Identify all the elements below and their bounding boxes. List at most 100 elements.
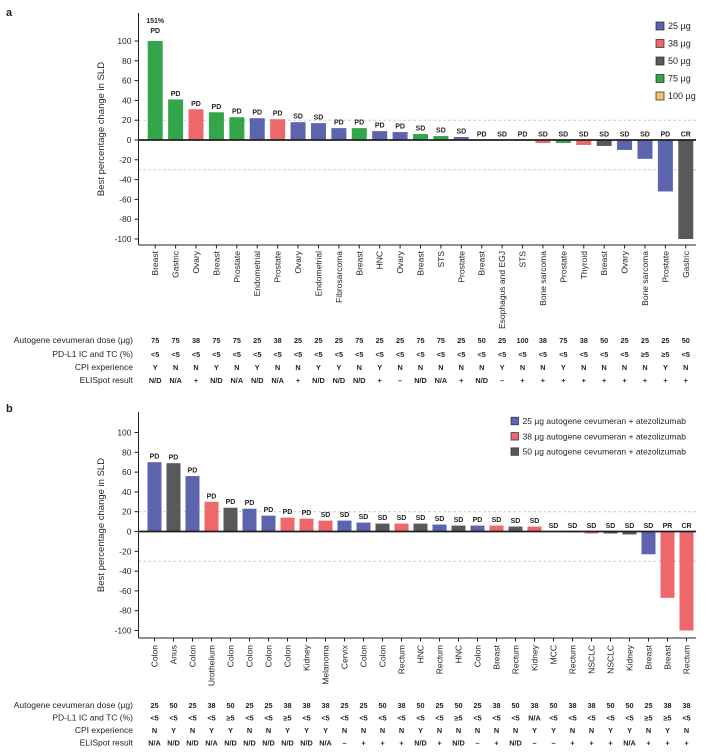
bar-prostate	[555, 140, 571, 143]
response-label: SD	[599, 132, 609, 139]
annotation-cell: <5	[378, 714, 386, 723]
annotation-cell: N	[602, 363, 607, 372]
annotation-cell: <5	[171, 350, 179, 359]
annotation-cell: <5	[580, 350, 588, 359]
x-axis-label: Kidney	[530, 644, 540, 671]
bar-kidney	[299, 518, 314, 532]
x-axis-label: Urothelium	[207, 645, 217, 686]
annotation-cell: Y	[551, 726, 556, 735]
annotation-cell: 50	[606, 701, 614, 710]
annotation-cell: +	[582, 376, 586, 385]
annotation-cell: N/D	[262, 739, 275, 748]
annotation-cell: N/A	[231, 376, 244, 385]
annotation-cell: –	[551, 739, 555, 748]
x-axis-label: Anus	[169, 645, 179, 664]
response-label: SD	[538, 132, 548, 139]
annotation-cell: 25	[294, 336, 302, 345]
response-label: SD	[359, 514, 369, 521]
annotation-cell: +	[541, 376, 545, 385]
annotation-cell: N/A	[435, 376, 448, 385]
annotation-cell: <5	[518, 350, 526, 359]
bar-colon	[223, 507, 238, 532]
annotation-cell: +	[646, 739, 650, 748]
x-axis-label: HNC	[416, 645, 426, 663]
annotation-cell: N	[437, 726, 442, 735]
x-axis-label: Melanoma	[321, 645, 331, 685]
response-label: PD	[473, 517, 483, 524]
annotation-cell: N/A	[528, 714, 541, 723]
annotation-cell: <5	[396, 350, 404, 359]
response-label: PD	[334, 120, 344, 127]
y-tick-label: 20	[122, 115, 132, 125]
response-label: PD	[395, 124, 405, 131]
y-tick-label: 20	[122, 507, 132, 517]
annotation-cell: N	[684, 726, 689, 735]
legend-swatch	[510, 447, 519, 456]
annotation-cell: N	[275, 363, 280, 372]
bar-gastric	[678, 140, 694, 239]
annotation-cell: <5	[294, 350, 302, 359]
response-label: CR	[681, 132, 691, 139]
bar-nsclc	[603, 531, 618, 534]
bar-colon	[242, 508, 257, 532]
annotation-cell: 25	[253, 336, 261, 345]
panel-b-letter: b	[6, 403, 13, 415]
annotation-cell: N	[190, 726, 195, 735]
annotation-cell: +	[684, 376, 688, 385]
legend-swatch	[655, 74, 665, 83]
annotation-cell: 25	[473, 701, 481, 710]
annotation-cell: 38	[587, 701, 595, 710]
annotation-cell: 50	[378, 701, 386, 710]
annotation-cell: +	[663, 376, 667, 385]
x-axis-label: Breast	[477, 250, 487, 275]
response-label: PD	[207, 493, 217, 500]
response-label: SD	[340, 512, 350, 519]
annotation-cell: +	[665, 739, 669, 748]
response-label: SD	[397, 515, 407, 522]
x-axis-label: Ovary	[191, 250, 201, 273]
annotation-cell: <5	[355, 350, 363, 359]
annotation-cell: N	[418, 363, 423, 372]
annotation-cell: 50	[169, 701, 177, 710]
x-axis-label: Rectum	[397, 645, 407, 674]
response-label: PD	[375, 123, 385, 130]
bar-colon	[261, 515, 276, 532]
bar-sts	[433, 136, 449, 140]
annotation-cell: N	[247, 726, 252, 735]
annotation-row-label: CPI experience	[75, 725, 133, 735]
response-label: PD	[188, 468, 198, 475]
response-label: SD	[558, 132, 568, 139]
legend-swatch	[655, 91, 665, 101]
annotation-cell: N	[622, 363, 627, 372]
annotation-cell: <5	[212, 350, 220, 359]
bar-breast	[208, 112, 224, 140]
y-tick-label: -40	[119, 566, 132, 576]
bar-breast	[596, 140, 612, 146]
bar-gastric	[168, 99, 184, 140]
bar-breast	[351, 128, 367, 140]
annotation-cell: N/D	[312, 376, 325, 385]
annotation-cell: –	[500, 376, 504, 385]
annotation-cell: ≥5	[454, 714, 462, 723]
response-label: PD	[518, 132, 528, 139]
annotation-cell: N/A	[148, 739, 161, 748]
x-axis-label: STS	[518, 251, 528, 268]
y-axis-title: Best percentage change in SLD	[96, 62, 107, 196]
annotation-cell: <5	[457, 350, 465, 359]
response-label: SD	[436, 128, 446, 135]
annotation-cell: ≥5	[663, 714, 671, 723]
annotation-cell: <5	[587, 714, 595, 723]
annotation-cell: 50	[682, 336, 690, 345]
x-axis-label: Kidney	[625, 644, 635, 671]
x-axis-label: Prostate	[456, 251, 466, 283]
annotation-cell: 25	[376, 336, 384, 345]
legend-label: 50 µg	[668, 56, 691, 66]
response-label: SD	[587, 523, 597, 530]
y-tick-label: -80	[119, 214, 132, 224]
annotation-cell: 75	[559, 336, 567, 345]
annotation-cell: +	[361, 739, 365, 748]
annotation-cell: +	[378, 376, 382, 385]
annotation-cell: 25	[245, 701, 253, 710]
annotation-cell: +	[602, 376, 606, 385]
annotation-cell: 50	[549, 701, 557, 710]
